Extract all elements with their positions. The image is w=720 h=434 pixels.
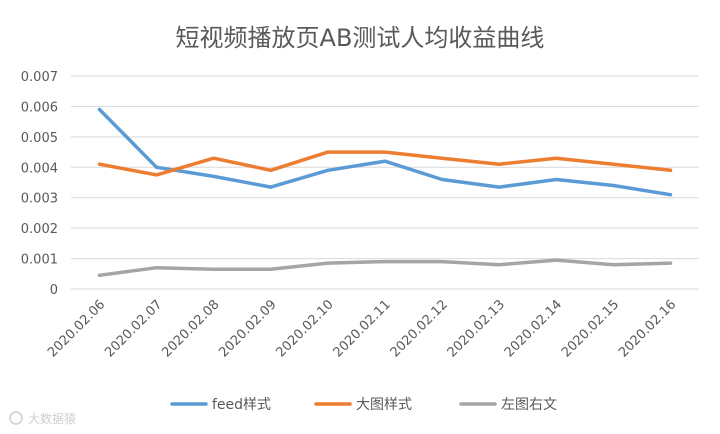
- data-point: [440, 177, 444, 182]
- x-tick-label: 2020.02.14: [502, 297, 565, 360]
- y-tick-label: 0.007: [21, 70, 58, 85]
- y-tick-label: 0.003: [21, 192, 58, 207]
- legend-label: feed样式: [212, 397, 271, 413]
- data-point: [155, 165, 159, 169]
- data-point: [497, 162, 501, 166]
- x-tick-label: 2020.02.11: [331, 297, 394, 360]
- y-tick-label: 0.006: [21, 100, 58, 115]
- data-point: [497, 185, 501, 189]
- data-point: [383, 150, 387, 154]
- watermark: 大数据猿: [9, 411, 76, 426]
- data-point: [155, 173, 159, 177]
- data-point: [611, 162, 615, 166]
- watermark-text: 大数据猿: [28, 411, 76, 426]
- data-point: [554, 156, 558, 160]
- x-tick-label: 2020.02.16: [616, 297, 679, 360]
- data-point: [554, 177, 558, 182]
- data-point: [497, 263, 501, 267]
- data-point: [383, 260, 387, 264]
- x-tick-label: 2020.02.12: [388, 297, 451, 360]
- data-point: [269, 185, 273, 189]
- gridlines: [71, 75, 699, 290]
- y-tick-label: 0: [50, 283, 58, 298]
- y-tick-label: 0.004: [21, 161, 58, 176]
- data-point: [326, 261, 330, 265]
- data-point: [668, 261, 673, 265]
- legend-label: 左图右文: [501, 397, 557, 413]
- x-tick-label: 2020.02.08: [159, 297, 222, 360]
- legend-label: 大图样式: [356, 397, 412, 413]
- data-point: [440, 156, 444, 160]
- watermark-logo-icon: [9, 411, 23, 425]
- data-point: [326, 168, 330, 172]
- y-axis-tick-labels: 0 0.001 0.002 0.003 0.004 0.005 0.006 0.007: [21, 70, 58, 298]
- data-point: [155, 266, 159, 270]
- data-point: [611, 263, 615, 267]
- data-point: [611, 183, 615, 188]
- data-point: [212, 174, 216, 179]
- x-axis-tick-labels: 2020.02.062020.02.072020.02.082020.02.09…: [45, 297, 679, 360]
- x-tick-label: 2020.02.15: [559, 297, 622, 360]
- data-point: [440, 260, 444, 264]
- y-tick-label: 0.002: [21, 222, 58, 237]
- x-tick-label: 2020.02.09: [216, 297, 279, 360]
- x-tick-label: 2020.02.13: [445, 297, 508, 360]
- data-point: [383, 159, 387, 163]
- data-point: [97, 162, 102, 166]
- data-point: [326, 150, 330, 154]
- x-tick-label: 2020.02.06: [45, 297, 108, 360]
- chart-title: 短视频播放页AB测试人均收益曲线: [176, 24, 545, 52]
- series-lines: [97, 107, 673, 278]
- x-tick-label: 2020.02.10: [273, 297, 336, 360]
- x-tick-label: 2020.02.07: [102, 297, 165, 360]
- legend: feed样式 大图样式 左图右文: [170, 397, 557, 413]
- data-point: [212, 267, 216, 271]
- y-tick-label: 0.001: [21, 253, 58, 268]
- data-point: [554, 258, 558, 262]
- data-point: [668, 193, 673, 197]
- data-point: [269, 168, 273, 172]
- data-point: [97, 273, 102, 277]
- data-point: [97, 107, 102, 112]
- y-tick-label: 0.005: [21, 131, 58, 146]
- data-point: [668, 168, 673, 172]
- data-point: [269, 267, 273, 271]
- data-point: [212, 156, 216, 160]
